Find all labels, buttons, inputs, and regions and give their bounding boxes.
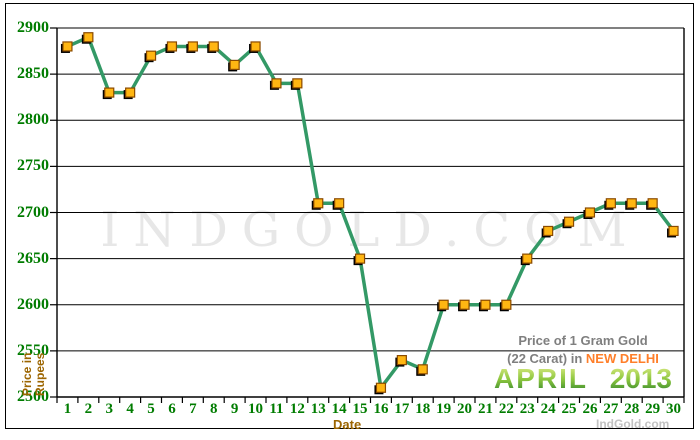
data-point-marker	[396, 355, 407, 366]
data-point-marker	[229, 59, 240, 71]
data-point-marker	[563, 216, 575, 227]
data-point-marker	[584, 207, 596, 218]
data-point-marker	[417, 364, 428, 375]
data-point-marker	[375, 382, 387, 393]
data-point-marker	[334, 198, 345, 209]
data-point-marker	[605, 198, 616, 209]
data-point-marker	[354, 253, 366, 264]
data-point-marker	[501, 299, 512, 310]
data-point-marker	[626, 198, 637, 209]
data-point-marker	[83, 32, 94, 43]
city-name: NEW DELHI	[585, 351, 659, 366]
chart-title-block: Price of 1 Gram Gold (22 Carat) in NEW D…	[494, 333, 672, 394]
data-point-marker	[125, 87, 136, 98]
year-label: 2013	[609, 363, 672, 394]
title-line1: Price of 1 Gram Gold	[518, 333, 648, 348]
title-line2: (22 Carat) in NEW DELHI	[494, 351, 672, 366]
data-point-marker	[271, 78, 282, 89]
title-line3: APRIL 2013	[494, 363, 672, 394]
data-point-marker	[208, 41, 219, 52]
y-axis-title-line2: Rupees	[33, 352, 47, 396]
data-point-marker	[145, 50, 157, 61]
carat-label: (22 Carat) in	[507, 351, 586, 366]
x-axis-title: Date	[333, 417, 362, 432]
y-axis-title: Price in Rupees	[20, 352, 47, 396]
data-point-marker	[543, 225, 554, 237]
data-point-marker	[668, 225, 679, 237]
month-label: APRIL	[494, 363, 588, 394]
data-point-marker	[459, 299, 470, 310]
watermark-text: INDGOLD.COM	[100, 202, 641, 258]
data-point-marker	[438, 299, 449, 310]
data-point-marker	[187, 41, 198, 52]
site-credit: IndGold.com	[596, 417, 670, 431]
data-point-marker	[313, 198, 324, 209]
data-point-marker	[522, 253, 533, 264]
data-point-marker	[647, 198, 658, 209]
data-point-marker	[104, 87, 115, 98]
data-point-marker	[166, 41, 178, 52]
data-point-marker	[250, 41, 261, 52]
data-point-marker	[292, 78, 303, 89]
data-point-marker	[62, 41, 73, 52]
data-point-marker	[480, 299, 491, 310]
